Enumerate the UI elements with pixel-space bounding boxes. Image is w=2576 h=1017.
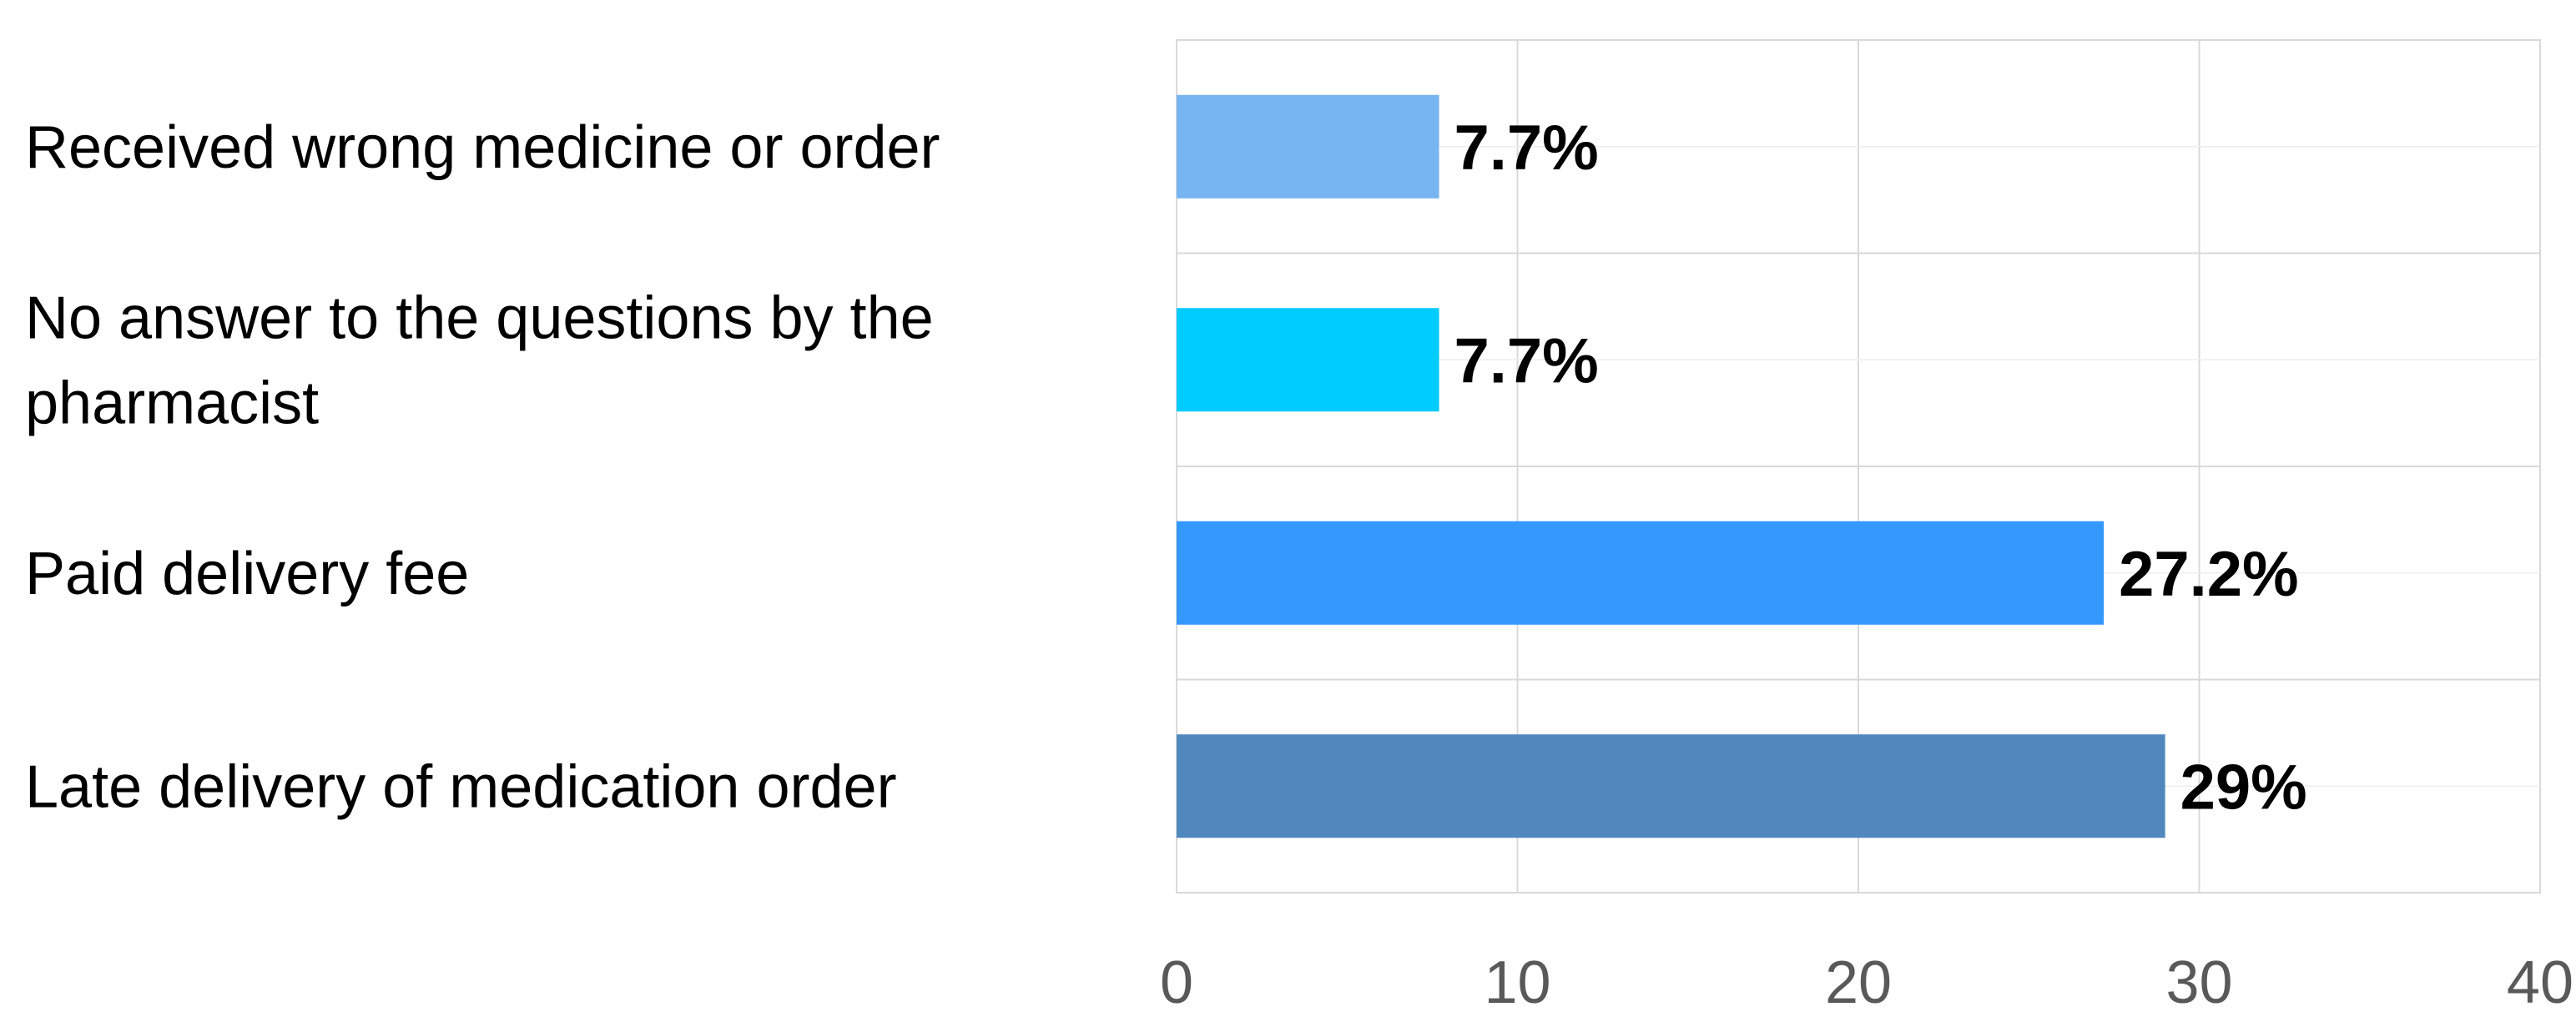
category-label-2: Paid delivery fee [25, 541, 469, 607]
category-label-0-line-0: Received wrong medicine or order [25, 114, 940, 181]
x-tick-label-1: 10 [1484, 949, 1550, 1013]
bar-0 [1177, 94, 1439, 199]
bar-1 [1177, 308, 1439, 412]
data-label-3: 29% [2180, 752, 2307, 823]
data-label-1: 7.7% [1454, 325, 1599, 396]
bar-2 [1177, 521, 2105, 625]
x-axis-tick-labels: 0 10 20 30 40 [1160, 949, 2573, 1016]
category-label-3: Late delivery of medication order [25, 753, 897, 820]
x-tick-label-3: 30 [2165, 949, 2232, 1013]
category-label-1-line-1: pharmacist [25, 370, 319, 436]
x-tick-label-4: 40 [2507, 949, 2573, 1013]
data-label-2: 27.2% [2119, 539, 2299, 610]
x-tick-label-0: 0 [1160, 949, 1193, 1013]
bar-3 [1177, 734, 2165, 838]
category-labels: Received wrong medicine or order No answe… [25, 114, 940, 821]
x-tick-label-2: 20 [1825, 949, 1892, 1013]
bars [1177, 94, 2165, 838]
category-label-2-line-0: Paid delivery fee [25, 541, 469, 607]
data-labels: 7.7% 7.7% 27.2% 29% [1454, 113, 2307, 823]
category-label-3-line-0: Late delivery of medication order [25, 753, 897, 820]
data-label-0: 7.7% [1454, 113, 1599, 184]
category-label-1: No answer to the questions by the pharmac… [25, 284, 934, 436]
category-label-1-line-0: No answer to the questions by the [25, 284, 934, 351]
category-label-0: Received wrong medicine or order [25, 114, 940, 181]
